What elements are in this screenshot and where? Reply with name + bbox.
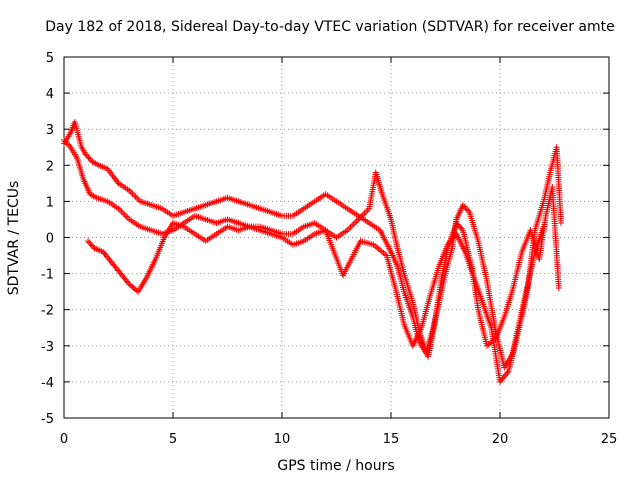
y-tick-label: -4 [41, 376, 54, 391]
data-point [85, 154, 92, 161]
data-point [462, 204, 469, 211]
data-point [62, 138, 69, 145]
y-tick-label: -3 [41, 340, 54, 355]
chart-title: Day 182 of 2018, Sidereal Day-to-day VTE… [45, 19, 615, 35]
data-point [127, 189, 134, 196]
data-point [117, 207, 124, 214]
data-points [61, 118, 565, 385]
data-point [82, 151, 89, 158]
series-lower-trace [84, 220, 547, 385]
data-point [461, 203, 468, 210]
data-point [61, 137, 67, 144]
y-axis-label: SDTVAR / TECUs [6, 181, 22, 296]
data-point [353, 217, 360, 224]
series-middle-trace [61, 137, 562, 360]
data-point [347, 224, 354, 231]
data-point [66, 142, 73, 149]
y-tick-label: 0 [46, 232, 54, 247]
data-point [90, 243, 97, 250]
data-point [456, 222, 463, 229]
data-point [465, 207, 472, 214]
axis-ticks: 0 5 10 15 20 25 -5 -4 -3 -2 -1 0 1 2 3 4 5 [41, 51, 617, 447]
y-tick-label: 2 [46, 159, 54, 174]
data-point [133, 287, 140, 294]
data-point [132, 193, 139, 200]
x-tick-label: 5 [169, 432, 177, 447]
data-point [458, 225, 465, 232]
data-point [120, 210, 127, 217]
data-point [118, 208, 125, 215]
series-upper-trace [61, 118, 565, 371]
data-point [558, 220, 565, 227]
data-point [64, 141, 71, 148]
x-tick-label: 0 [60, 432, 68, 447]
data-point [129, 190, 136, 197]
data-point [352, 219, 359, 226]
data-point [350, 221, 357, 228]
data-point [86, 155, 93, 162]
x-tick-label: 20 [492, 432, 509, 447]
data-point [457, 224, 464, 231]
y-tick-label: -2 [41, 304, 54, 319]
data-point [459, 202, 466, 209]
y-tick-label: 3 [46, 123, 54, 138]
x-tick-label: 25 [601, 432, 618, 447]
data-point [87, 240, 94, 247]
data-point [555, 285, 562, 292]
data-point [345, 225, 352, 232]
data-point [363, 208, 370, 215]
data-point [454, 221, 461, 228]
data-point [463, 206, 470, 213]
x-axis-label: GPS time / hours [277, 458, 394, 474]
y-tick-label: 1 [46, 195, 54, 210]
data-point [86, 239, 93, 246]
data-point [121, 211, 128, 218]
data-point [123, 213, 130, 220]
y-tick-label: 4 [46, 87, 54, 102]
y-tick-label: -1 [41, 268, 54, 283]
data-point [131, 192, 138, 199]
x-tick-label: 10 [274, 432, 291, 447]
y-tick-label: -5 [41, 412, 54, 427]
y-tick-label: 5 [46, 51, 54, 66]
data-point [124, 214, 131, 221]
data-point [540, 223, 547, 230]
data-point [84, 152, 91, 159]
x-tick-label: 15 [383, 432, 400, 447]
data-point [88, 242, 95, 249]
data-point [453, 220, 460, 227]
data-point [134, 195, 141, 202]
data-point [84, 238, 91, 245]
data-point [63, 139, 70, 146]
data-point [349, 222, 356, 229]
